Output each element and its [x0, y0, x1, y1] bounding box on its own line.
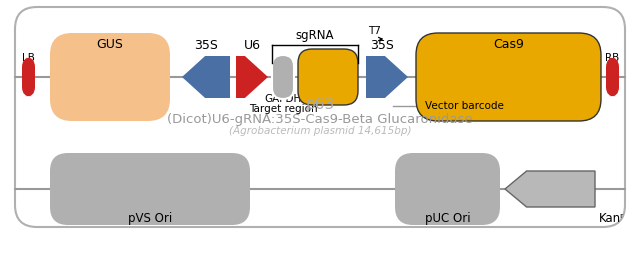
- Text: sgRNA: sgRNA: [296, 29, 334, 42]
- Text: Target region: Target region: [249, 104, 317, 114]
- Polygon shape: [366, 56, 408, 98]
- Text: pVS Ori: pVS Ori: [128, 212, 172, 225]
- Text: Vector barcode: Vector barcode: [425, 101, 504, 111]
- Text: T7: T7: [368, 26, 381, 36]
- Text: 35S: 35S: [194, 39, 218, 52]
- Text: 35S: 35S: [370, 39, 394, 52]
- Polygon shape: [236, 56, 268, 98]
- Text: (Agrobacterium plasmid 14,615bp): (Agrobacterium plasmid 14,615bp): [228, 126, 412, 136]
- FancyBboxPatch shape: [298, 49, 358, 105]
- Text: (Dicot)U6-gRNA:35S-Cas9-Beta Glucaronidase: (Dicot)U6-gRNA:35S-Cas9-Beta Glucaronida…: [167, 112, 473, 125]
- Text: U6: U6: [243, 39, 260, 52]
- Text: GAPDH: GAPDH: [264, 94, 301, 104]
- Polygon shape: [182, 56, 230, 98]
- Text: Cas9: Cas9: [493, 38, 524, 51]
- Text: Kanʳ: Kanʳ: [599, 212, 624, 225]
- FancyBboxPatch shape: [606, 57, 619, 97]
- Text: RB: RB: [605, 53, 620, 63]
- Polygon shape: [505, 171, 595, 207]
- Text: LB: LB: [22, 53, 35, 63]
- FancyBboxPatch shape: [22, 57, 35, 97]
- Text: p63: p63: [305, 97, 335, 112]
- FancyBboxPatch shape: [50, 153, 250, 225]
- FancyBboxPatch shape: [272, 55, 294, 99]
- FancyBboxPatch shape: [395, 153, 500, 225]
- FancyBboxPatch shape: [416, 33, 601, 121]
- Text: GUS: GUS: [97, 38, 124, 51]
- Text: pUC Ori: pUC Ori: [425, 212, 470, 225]
- FancyBboxPatch shape: [50, 33, 170, 121]
